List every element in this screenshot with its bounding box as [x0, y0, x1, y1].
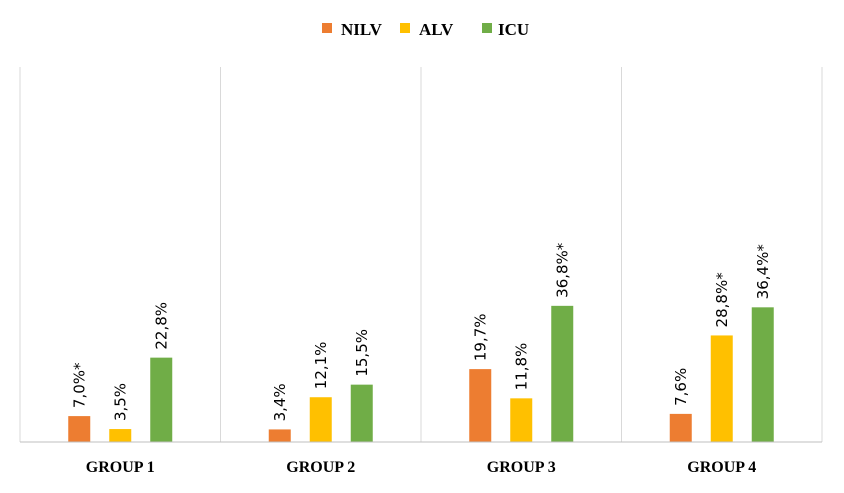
data-label-icu-3: 36,8%*: [553, 242, 571, 298]
legend-swatch-nilv: [322, 23, 332, 33]
bar-icu-2: [350, 384, 373, 442]
bar-nilv-4: [669, 413, 692, 442]
legend: NILV ALV ICU: [322, 20, 529, 39]
data-label-alv-4: 28,8%*: [713, 272, 731, 328]
data-label-alv-3: 11,8%: [512, 343, 530, 391]
bar-alv-2: [309, 397, 332, 442]
category-labels: GROUP 1 GROUP 2 GROUP 3 GROUP 4: [86, 459, 756, 476]
category-label-4: GROUP 4: [687, 459, 756, 476]
category-label-3: GROUP 3: [487, 459, 556, 476]
bar-icu-4: [751, 307, 774, 442]
legend-label-alv: ALV: [419, 20, 454, 39]
category-label-1: GROUP 1: [86, 459, 155, 476]
legend-label-icu: ICU: [498, 20, 529, 39]
legend-label-nilv: NILV: [341, 20, 383, 39]
data-label-nilv-1: 7,0%*: [70, 362, 88, 408]
data-label-nilv-2: 3,4%: [271, 383, 289, 421]
data-label-alv-2: 12,1%: [312, 342, 330, 390]
data-label-nilv-4: 7,6%: [672, 368, 690, 406]
data-label-icu-4: 36,4%*: [754, 244, 772, 300]
bar-icu-3: [551, 305, 574, 442]
data-label-nilv-3: 19,7%: [471, 313, 489, 361]
bar-alv-1: [109, 429, 132, 442]
bar-nilv-2: [268, 429, 291, 442]
bar-nilv-3: [469, 369, 492, 442]
category-label-2: GROUP 2: [286, 459, 355, 476]
bar-nilv-1: [68, 416, 91, 442]
bar-alv-3: [510, 398, 533, 442]
data-label-icu-1: 22,8%: [152, 302, 170, 350]
data-label-alv-1: 3,5%: [111, 383, 129, 421]
category-dividers: [19, 67, 823, 442]
data-label-icu-2: 15,5%: [353, 329, 371, 377]
legend-swatch-alv: [400, 23, 410, 33]
bar-alv-4: [710, 335, 733, 442]
data-labels: 7,0%* 3,5% 22,8% 3,4% 12,1% 15,5% 19,7% 11,8% 36…: [70, 242, 772, 421]
bar-icu-1: [150, 357, 173, 442]
bars: [68, 305, 774, 442]
legend-swatch-icu: [482, 23, 492, 33]
